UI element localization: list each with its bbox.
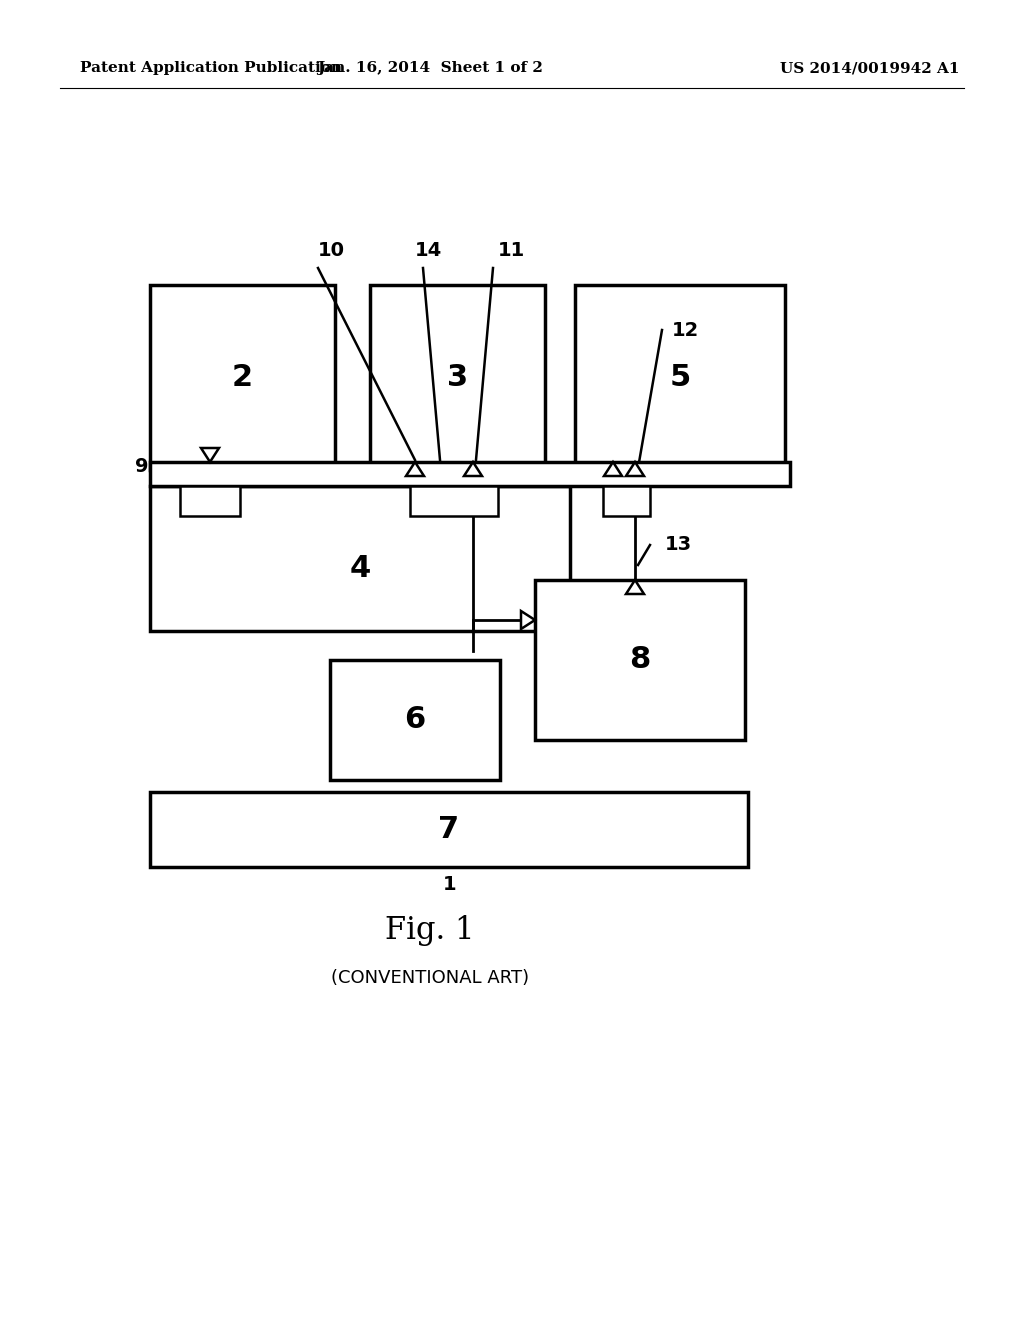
- Text: Patent Application Publication: Patent Application Publication: [80, 61, 342, 75]
- Polygon shape: [201, 447, 219, 462]
- Text: 3: 3: [446, 363, 468, 392]
- Bar: [150, 462, 790, 486]
- Polygon shape: [521, 611, 535, 630]
- Text: 12: 12: [672, 321, 699, 339]
- Bar: [603, 486, 650, 516]
- Bar: [150, 285, 335, 470]
- Text: US 2014/0019942 A1: US 2014/0019942 A1: [780, 61, 959, 75]
- Text: Fig. 1: Fig. 1: [385, 915, 475, 945]
- Text: 9: 9: [135, 458, 148, 477]
- Bar: [410, 486, 498, 516]
- Text: 6: 6: [404, 705, 426, 734]
- Polygon shape: [604, 462, 622, 477]
- Text: 4: 4: [349, 554, 371, 583]
- Text: 14: 14: [415, 240, 442, 260]
- Polygon shape: [406, 462, 424, 477]
- Text: 7: 7: [438, 814, 460, 843]
- Bar: [575, 285, 785, 470]
- Bar: [150, 486, 570, 631]
- Polygon shape: [626, 579, 644, 594]
- Text: Jan. 16, 2014  Sheet 1 of 2: Jan. 16, 2014 Sheet 1 of 2: [317, 61, 543, 75]
- Bar: [370, 285, 545, 470]
- Text: 1: 1: [443, 875, 457, 895]
- Polygon shape: [464, 462, 482, 477]
- Text: 5: 5: [670, 363, 690, 392]
- Bar: [180, 486, 240, 516]
- Text: 2: 2: [232, 363, 253, 392]
- Bar: [330, 660, 500, 780]
- Text: 8: 8: [630, 645, 650, 675]
- Polygon shape: [626, 462, 644, 477]
- Text: 13: 13: [665, 536, 692, 554]
- Text: (CONVENTIONAL ART): (CONVENTIONAL ART): [331, 969, 529, 987]
- Bar: [150, 792, 748, 867]
- Text: 10: 10: [318, 240, 345, 260]
- Bar: [535, 579, 745, 741]
- Text: 11: 11: [498, 240, 525, 260]
